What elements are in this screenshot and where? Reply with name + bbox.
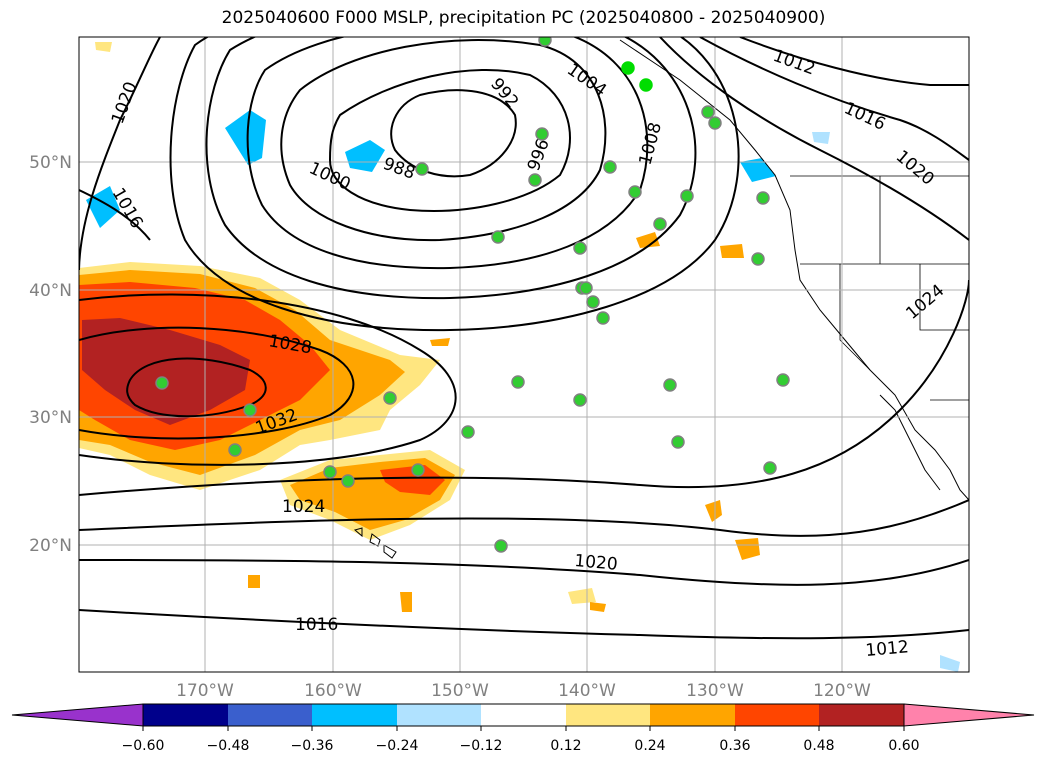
colorbar-tick-label: 0.36: [719, 738, 750, 754]
colorbar-tick-label: 0.12: [550, 738, 581, 754]
colorbar-tick-label: 0.60: [888, 738, 919, 754]
colorbar-tick-label: −0.36: [291, 738, 334, 754]
colorbar-tick-label: −0.24: [376, 738, 419, 754]
colorbar-segment: [481, 704, 566, 726]
colorbar-segment: [566, 704, 650, 726]
colorbar-segment: [397, 704, 481, 726]
graticule: [79, 37, 969, 672]
colorbar-frame: [142, 703, 905, 727]
colorbar-segment: [735, 704, 819, 726]
lat-label: 30°N: [29, 408, 72, 428]
colorbar-tick-label: 0.24: [634, 738, 665, 754]
lat-label: 20°N: [29, 536, 72, 556]
longitude-labels: 170°W 160°W 150°W 140°W 130°W 120°W: [176, 681, 871, 701]
contour-label: 1024: [282, 497, 325, 517]
colorbar-tick-label: −0.12: [460, 738, 503, 754]
colorbar-tick-label: −0.60: [122, 738, 165, 754]
map-title: 2025040600 F000 MSLP, precipitation PC (…: [221, 8, 826, 28]
map-border: [78, 36, 970, 673]
station-markers: [155, 37, 790, 553]
lon-label: 130°W: [686, 681, 744, 701]
colorbar-segment: [312, 704, 397, 726]
colorbar-segment: [650, 704, 735, 726]
lon-label: 150°W: [431, 681, 489, 701]
contour-label: 1016: [295, 615, 338, 635]
colorbar-segment: [143, 704, 228, 726]
lat-label: 40°N: [29, 281, 72, 301]
latitude-labels: 20°N 30°N 40°N 50°N: [29, 153, 72, 556]
lat-label: 50°N: [29, 153, 72, 173]
lon-label: 160°W: [304, 681, 362, 701]
colorbar-min-extend: [11, 703, 144, 727]
colorbar-tick-label: 0.48: [803, 738, 834, 754]
lon-label: 140°W: [558, 681, 616, 701]
colorbar: −0.60 −0.48 −0.36 −0.24 −0.12 0.12 0.24 …: [11, 703, 1035, 754]
colorbar-max-extend: [903, 703, 1035, 727]
colorbar-segment: [228, 704, 312, 726]
colorbar-segment: [819, 704, 904, 726]
coastline: [353, 39, 969, 559]
contour-label: 1012: [865, 637, 910, 661]
lon-label: 170°W: [176, 681, 234, 701]
colorbar-tick-label: −0.48: [207, 738, 250, 754]
lon-label: 120°W: [813, 681, 871, 701]
contour-label: 1020: [574, 551, 619, 575]
mslp-contours: [79, 37, 969, 640]
